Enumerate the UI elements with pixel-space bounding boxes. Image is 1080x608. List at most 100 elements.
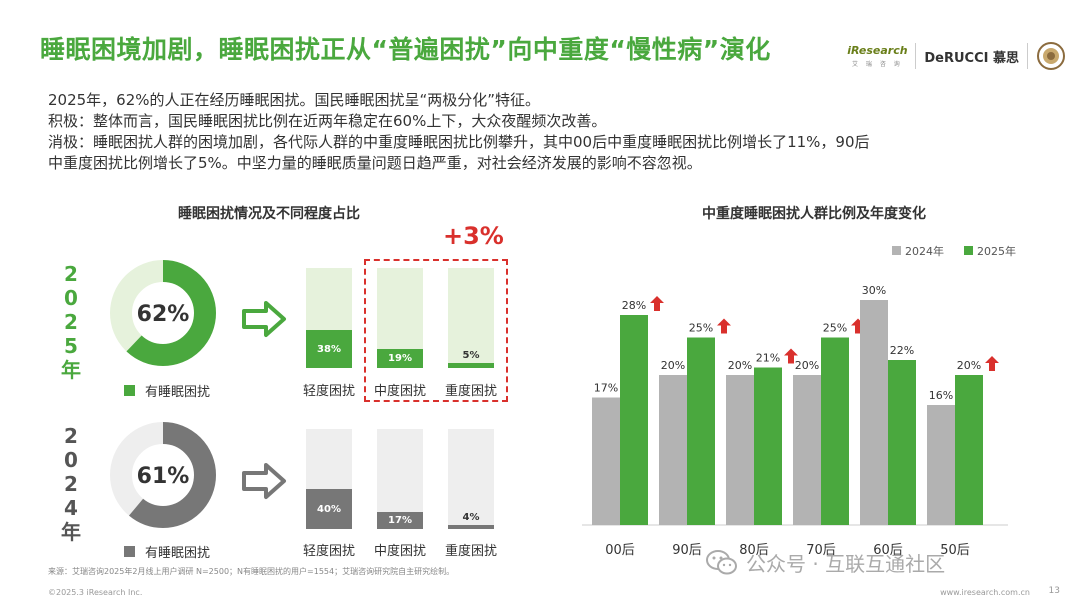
x-tick-label: 60后 <box>873 543 903 558</box>
category-label: 轻度困扰 <box>302 384 355 399</box>
legend-2025: 有睡眠困扰 <box>124 381 210 400</box>
derucci-logo: DeRUCCI 慕思 <box>915 43 1028 69</box>
bar <box>793 375 821 525</box>
increase-annotation: +3% <box>443 222 504 250</box>
iresearch-logo: iResearch 艾 瑞 咨 询 <box>847 44 908 68</box>
legend-label: 2024年 <box>905 244 944 258</box>
bar-value-label: 19% <box>388 353 412 364</box>
bar-value-label: 17% <box>594 382 618 395</box>
intro-line: 消极：睡眠困扰人群的困境加剧，各代际人群的中重度睡眠困扰比例攀升，其中00后中重… <box>48 133 870 151</box>
bar <box>620 315 648 525</box>
generation-bar-chart: 2024年 2025年 17% 28% 00后 20% 25% 90后 20% 21% 80后 20%… <box>582 244 1016 558</box>
bar-value-label: 38% <box>317 343 341 355</box>
up-arrow-icon <box>717 318 731 334</box>
bar-value-label: 17% <box>388 515 412 526</box>
bar-track: 19% <box>377 268 423 368</box>
bar <box>955 375 983 525</box>
bar-value-label: 25% <box>823 322 847 335</box>
x-tick-label: 80后 <box>739 543 769 558</box>
bar <box>821 337 849 525</box>
bar-value-label: 28% <box>622 299 646 312</box>
bar: 38% <box>306 330 352 368</box>
bar <box>726 375 754 525</box>
bar-value-label: 22% <box>890 344 914 357</box>
highlight-box <box>364 259 508 402</box>
year-char: 0 <box>64 286 78 310</box>
legend-label: 有睡眠困扰 <box>145 546 211 561</box>
year-char: 4 <box>64 496 78 520</box>
legend-label: 2025年 <box>977 244 1016 258</box>
bar <box>687 337 715 525</box>
bar-track: 4% <box>448 429 494 529</box>
x-tick-label: 90后 <box>672 543 702 558</box>
bar-value-label: 20% <box>728 359 752 372</box>
year-char: 0 <box>64 448 78 472</box>
up-arrow-icon <box>650 296 664 311</box>
legend-label: 有睡眠困扰 <box>145 385 211 400</box>
page-number: 13 <box>1048 586 1060 596</box>
legend-2024: 有睡眠困扰 <box>124 542 210 561</box>
year-char: 5 <box>64 334 78 358</box>
legend-swatch <box>892 246 901 255</box>
bar-value-label: 20% <box>957 359 981 372</box>
bar-track: 17% <box>377 429 423 529</box>
bar-value-label: 5% <box>462 350 480 361</box>
bar-value-label: 25% <box>689 322 713 335</box>
year-char: 年 <box>61 358 81 382</box>
bar: 19% <box>377 349 423 368</box>
bar <box>592 397 620 525</box>
category-label: 重度困扰 <box>444 544 497 559</box>
arrow-right-icon <box>242 463 286 499</box>
bar <box>860 300 888 525</box>
up-arrow-icon <box>985 356 999 371</box>
donut-center-label: 62% <box>137 302 190 327</box>
year-char: 2 <box>64 424 78 448</box>
source-note: 来源：艾瑞咨询2025年2月线上用户调研 N=2500；N有睡眠困扰的用户=15… <box>48 567 455 576</box>
year-char: 2 <box>64 310 78 334</box>
donut-slice <box>110 260 216 366</box>
intro-line: 2025年，62%的人正在经历睡眠困扰。国民睡眠困扰呈“两极分化”特征。 <box>48 91 541 109</box>
seal-logo-icon <box>1037 42 1065 70</box>
category-label: 重度困扰 <box>444 384 497 399</box>
bar <box>888 360 916 525</box>
wechat-icon <box>706 549 737 574</box>
arrow-right-icon <box>242 301 286 337</box>
bar-value-label: 20% <box>795 359 819 372</box>
bar-track: 38% <box>306 268 352 368</box>
x-tick-label: 50后 <box>940 543 970 558</box>
x-tick-label: 00后 <box>605 543 635 558</box>
bar <box>659 375 687 525</box>
watermark-text: 公众号 · 互联互通社区 <box>746 552 946 576</box>
bar-value-label: 40% <box>317 503 341 515</box>
donut-chart-2025: 62% <box>110 260 216 366</box>
donut-center-label: 61% <box>137 464 190 489</box>
bar: 4% <box>448 512 494 529</box>
category-label: 中度困扰 <box>373 544 426 559</box>
legend-swatch <box>124 546 135 557</box>
logo-group: iResearch 艾 瑞 咨 询 DeRUCCI 慕思 <box>847 36 1066 76</box>
year-char: 2 <box>64 262 78 286</box>
intro-text: 2025年，62%的人正在经历睡眠困扰。国民睡眠困扰呈“两极分化”特征。 积极：… <box>48 90 1048 174</box>
category-label: 轻度困扰 <box>302 544 355 559</box>
x-tick-label: 70后 <box>806 543 836 558</box>
copyright: ©2025.3 iResearch Inc. <box>48 588 143 597</box>
bar <box>754 367 782 525</box>
bar-value-label: 20% <box>661 359 685 372</box>
intro-line: 中重度困扰比例增长了5%。中坚力量的睡眠质量问题日趋严重，对社会经济发展的影响不… <box>48 154 702 172</box>
donut-slice <box>110 422 216 528</box>
intro-line: 积极：整体而言，国民睡眠困扰比例在近两年稳定在60%上下，大众夜醒频次改善。 <box>48 112 607 130</box>
legend-swatch <box>964 246 973 255</box>
page-title: 睡眠困境加剧，睡眠困扰正从“普遍困扰”向中重度“慢性病”演化 <box>40 35 771 64</box>
bar-value-label: 21% <box>756 352 780 365</box>
right-section-title: 中重度睡眠困扰人群比例及年度变化 <box>702 206 926 222</box>
bar-track: 40% <box>306 429 352 529</box>
bar-value-label: 30% <box>862 284 886 297</box>
bar <box>927 405 955 525</box>
bar-value-label: 16% <box>929 389 953 402</box>
bar: 40% <box>306 489 352 529</box>
category-label: 中度困扰 <box>373 384 426 399</box>
year-char: 年 <box>61 520 81 544</box>
bar-track: 5% <box>448 268 494 368</box>
